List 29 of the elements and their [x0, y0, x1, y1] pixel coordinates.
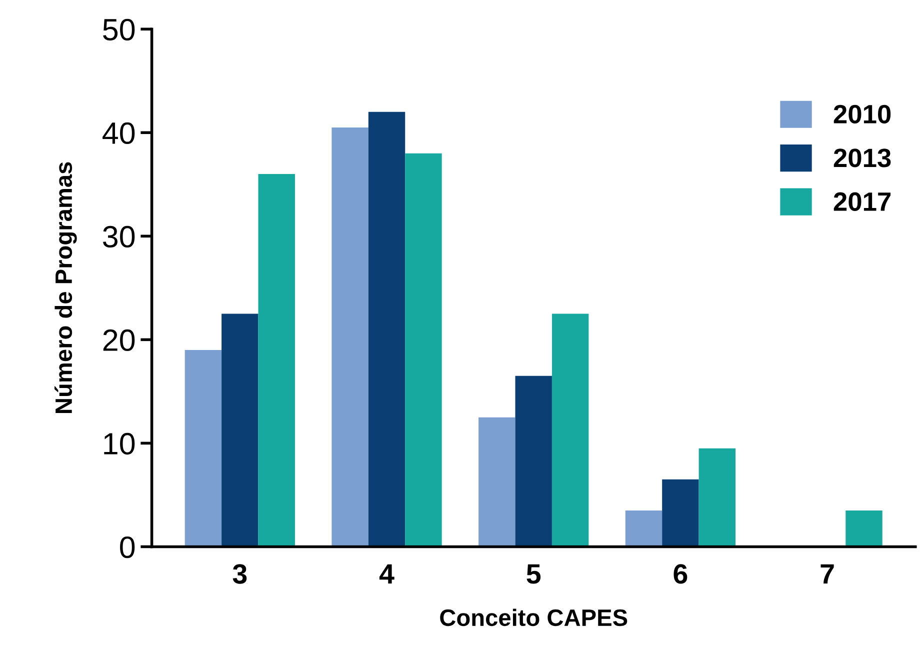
bar: [552, 314, 589, 547]
y-tick-label: 20: [103, 329, 135, 352]
x-tick-label: 5: [526, 564, 541, 584]
legend-label: 2010: [834, 104, 891, 124]
bar: [662, 479, 699, 547]
bar: [478, 417, 516, 547]
bar: [625, 510, 662, 547]
legend-label: 2017: [834, 192, 890, 211]
bar: [222, 314, 258, 547]
y-tick-label: 30: [103, 226, 135, 248]
x-axis-title: Conceito CAPES: [440, 608, 628, 626]
x-tick-label: 4: [379, 564, 394, 584]
bar: [332, 127, 368, 547]
bar: [184, 350, 222, 547]
bar: [515, 376, 552, 547]
x-tick-label: 7: [820, 564, 834, 584]
bar: [698, 448, 736, 547]
y-tick-label: 10: [104, 432, 135, 455]
bar: [368, 112, 406, 547]
y-tick-label: 40: [102, 122, 135, 144]
legend-label: 2013: [834, 148, 891, 168]
bar: [846, 510, 882, 547]
bar: [405, 153, 442, 547]
bar: [258, 174, 295, 547]
y-tick-label: 0: [120, 536, 135, 558]
y-axis-title: Número de Programas: [54, 162, 77, 413]
x-tick-label: 3: [232, 564, 247, 584]
y-tick-label: 50: [103, 18, 135, 40]
x-tick-label: 6: [674, 564, 688, 584]
